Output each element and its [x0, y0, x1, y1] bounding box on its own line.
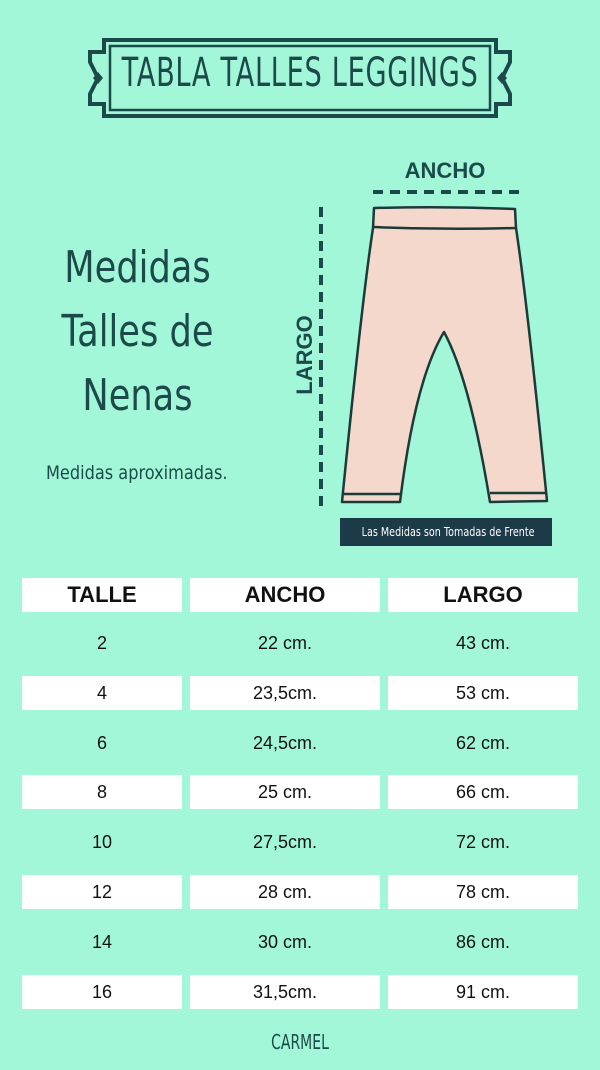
cell-size: 8	[22, 775, 182, 810]
cell-size: 2	[96, 633, 107, 653]
heading-line-1: Medidas	[64, 242, 211, 293]
leggings-illustration	[340, 205, 549, 504]
cell-size: 4	[22, 675, 182, 710]
heading-line-2: Talles de	[61, 306, 214, 357]
cell-length: 62 cm.	[455, 732, 511, 753]
measurement-caption: Las Medidas son Tomadas de Frente	[340, 518, 552, 546]
cell-width: 27,5cm.	[252, 832, 318, 853]
cell-length: 43 cm.	[455, 633, 511, 653]
width-label: ANCHO	[404, 158, 486, 183]
cell-size: 6	[96, 732, 107, 753]
header-size: TALLE	[22, 578, 182, 612]
cell-length: 66 cm.	[388, 775, 578, 810]
cell-width: 31,5cm.	[190, 974, 380, 1009]
cell-length: 91 cm.	[388, 974, 578, 1009]
brand-logo: CARMEL	[271, 1030, 329, 1054]
cell-length: 86 cm.	[455, 931, 511, 952]
cell-width: 24,5cm.	[252, 732, 318, 753]
header-length: LARGO	[388, 578, 578, 612]
cell-length: 53 cm.	[388, 675, 578, 710]
cell-width: 28 cm.	[190, 875, 380, 909]
cell-size: 10	[91, 832, 113, 853]
cell-length: 72 cm.	[455, 832, 511, 853]
heading-line-3: Nenas	[82, 370, 193, 421]
cell-size: 16	[22, 974, 182, 1009]
cell-size: 12	[22, 875, 182, 909]
cell-width: 23,5cm.	[190, 675, 380, 710]
header-width: ANCHO	[190, 578, 380, 612]
caption-text: Las Medidas son Tomadas de Frente	[361, 525, 535, 539]
cell-width: 22 cm.	[257, 633, 313, 653]
length-label: LARGO	[292, 315, 317, 395]
diamond-right-icon	[497, 72, 507, 84]
approximate-note: Medidas aproximadas.	[46, 462, 228, 484]
cell-size: 14	[91, 931, 113, 952]
diamond-left-icon	[93, 72, 103, 84]
page-title: TABLA TALLES LEGGINGS	[121, 50, 479, 96]
title-frame	[88, 38, 512, 118]
cell-width: 25 cm.	[190, 775, 380, 810]
cell-length: 78 cm.	[388, 875, 578, 909]
cell-width: 30 cm.	[257, 931, 313, 952]
